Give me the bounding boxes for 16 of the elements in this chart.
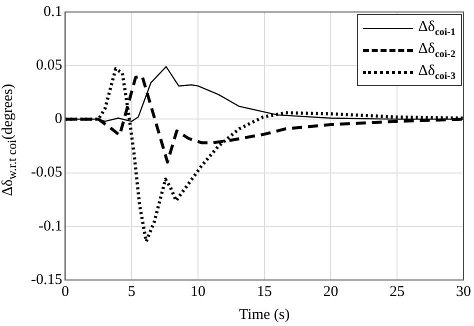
x-tick-label: 30 — [456, 284, 471, 300]
y-tick-label: -0.15 — [30, 272, 62, 288]
x-tick-label: 15 — [256, 284, 272, 300]
y-tick-label: -0.1 — [38, 218, 62, 234]
x-tick-label: 5 — [128, 284, 136, 300]
y-tick-label: 0.1 — [43, 4, 62, 20]
y-tick-label: 0.05 — [36, 58, 62, 74]
y-tick-label: 0 — [54, 111, 62, 128]
y-tick-label: -0.05 — [30, 164, 62, 181]
legend-label: Δδ$_{coi-2}$ — [418, 40, 456, 60]
legend-label: Δδ$_{coi-3}$ — [418, 62, 456, 82]
legend-label: Δδ$_{coi-1}$ — [418, 18, 456, 38]
x-tick-label: 20 — [323, 284, 338, 300]
x-axis-title: Time (s) — [239, 306, 290, 323]
x-tick-label: 10 — [190, 284, 206, 300]
x-tick-label: 25 — [390, 284, 405, 300]
